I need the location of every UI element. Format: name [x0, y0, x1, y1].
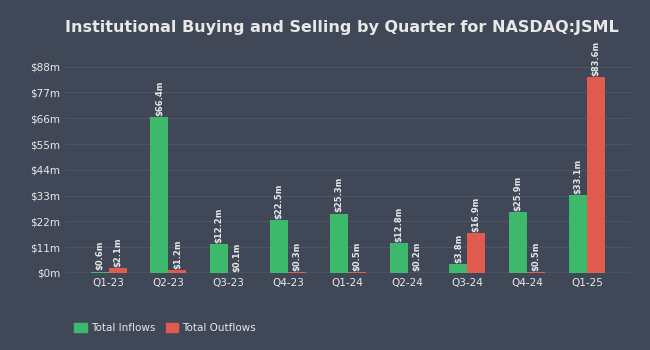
Bar — [587, 77, 605, 273]
Legend: Total Inflows, Total Outflows: Total Inflows, Total Outflows — [70, 319, 261, 337]
Text: $25.9m: $25.9m — [514, 176, 523, 211]
Bar — [348, 272, 366, 273]
Text: $0.6m: $0.6m — [95, 241, 104, 271]
Text: $22.5m: $22.5m — [274, 184, 283, 219]
Text: $1.2m: $1.2m — [173, 239, 182, 269]
Bar — [569, 195, 587, 273]
Text: Institutional Buying and Selling by Quarter for NASDAQ:JSML: Institutional Buying and Selling by Quar… — [65, 20, 619, 35]
Text: $12.2m: $12.2m — [214, 208, 224, 243]
Bar — [449, 264, 467, 273]
Text: $66.4m: $66.4m — [155, 81, 164, 116]
Text: $0.2m: $0.2m — [412, 242, 421, 271]
Bar — [210, 244, 228, 273]
Bar — [270, 220, 288, 273]
Text: $0.1m: $0.1m — [233, 242, 242, 272]
Text: $2.1m: $2.1m — [113, 237, 122, 267]
Bar — [109, 268, 127, 273]
Bar — [527, 272, 545, 273]
Bar — [288, 272, 306, 273]
Bar — [467, 233, 486, 273]
Bar — [168, 270, 187, 273]
Bar — [509, 212, 527, 273]
Text: $0.3m: $0.3m — [292, 242, 302, 271]
Bar — [91, 272, 109, 273]
Text: $0.5m: $0.5m — [352, 241, 361, 271]
Text: $25.3m: $25.3m — [334, 177, 343, 212]
Text: $0.5m: $0.5m — [532, 241, 541, 271]
Text: $12.8m: $12.8m — [394, 206, 403, 242]
Text: $83.6m: $83.6m — [592, 41, 601, 76]
Bar — [389, 243, 408, 273]
Text: $33.1m: $33.1m — [573, 159, 582, 194]
Bar — [330, 214, 348, 273]
Bar — [151, 117, 168, 273]
Text: $3.8m: $3.8m — [454, 234, 463, 263]
Text: $16.9m: $16.9m — [472, 197, 481, 232]
